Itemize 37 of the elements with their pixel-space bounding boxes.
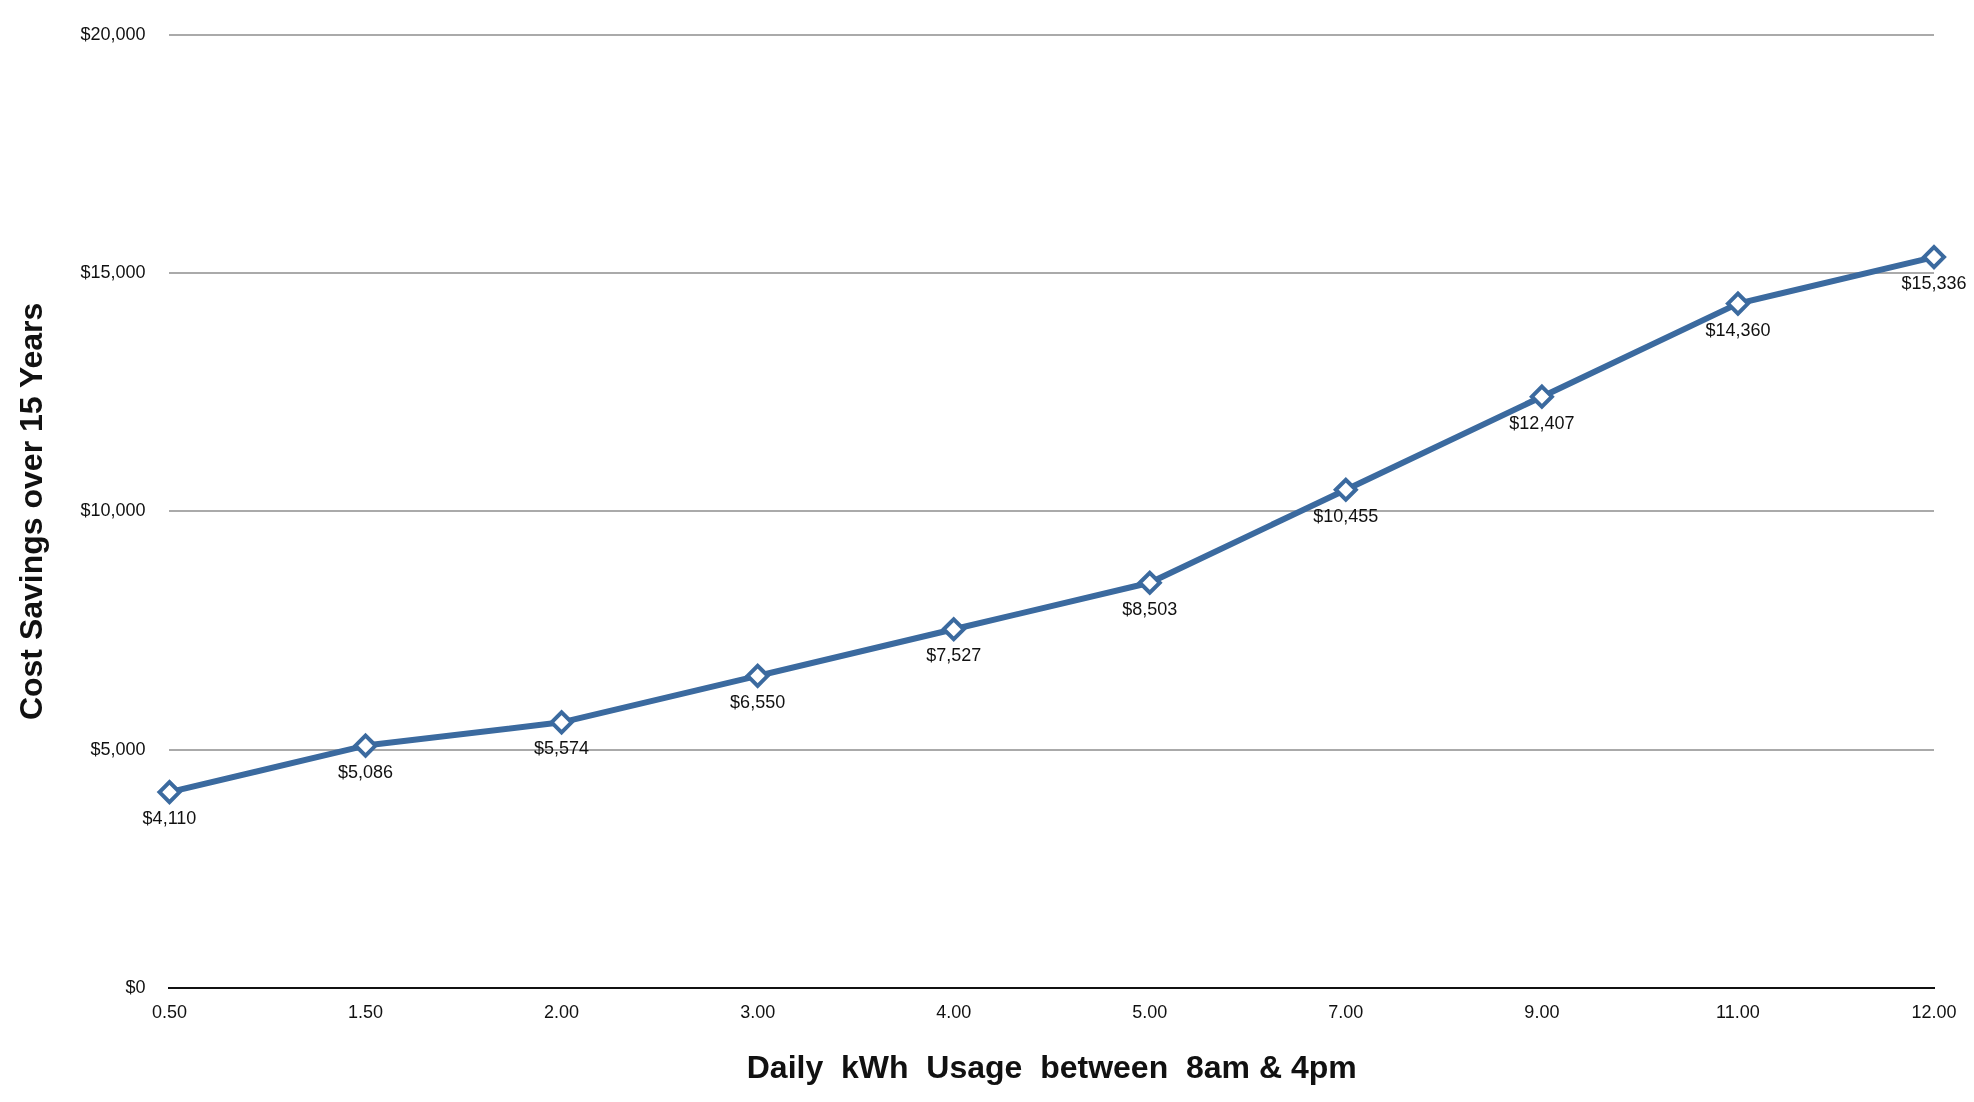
point: [1333, 477, 1358, 502]
data-label: $5,086: [337, 761, 394, 782]
data-label: $10,455: [1313, 505, 1379, 526]
x-tick-label: 3.00: [740, 1001, 776, 1022]
point: [745, 663, 770, 688]
y-tick-label: $0: [125, 976, 146, 997]
y-tick-label: $10,000: [80, 500, 146, 521]
data-label: $6,550: [730, 691, 786, 712]
point: [157, 780, 182, 805]
x-axis-title: Daily kWh Usage between 8am & 4pm: [746, 1048, 1357, 1085]
y-axis-title: Cost Savings over 15 Years: [13, 302, 50, 721]
data-label: $7,527: [926, 645, 982, 666]
point: [353, 733, 378, 758]
x-tick-label: 9.00: [1524, 1001, 1560, 1022]
data-label: $4,110: [142, 808, 197, 829]
point: [549, 710, 574, 735]
x-tick-label: 7.00: [1328, 1001, 1364, 1022]
data-label: $15,336: [1901, 273, 1967, 294]
x-tick-label: 1.50: [348, 1001, 384, 1022]
x-tick-label: 2.00: [544, 1001, 580, 1022]
point: [941, 617, 966, 642]
y-tick-label: $15,000: [80, 262, 146, 283]
point: [1725, 291, 1750, 316]
x-tick-label: 4.00: [936, 1001, 972, 1022]
x-tick-label: 12.00: [1911, 1001, 1957, 1022]
point: [1529, 384, 1554, 409]
x-tick-label: 5.00: [1132, 1001, 1168, 1022]
x-tick-label: 0.50: [151, 1001, 187, 1022]
point: [1922, 245, 1946, 270]
x-tick-label: 11.00: [1716, 1001, 1760, 1022]
data-label: $8,503: [1122, 598, 1178, 619]
point: [1137, 570, 1162, 595]
data-label: $5,574: [534, 738, 590, 759]
data-label: $14,360: [1705, 319, 1771, 340]
data-label: $12,407: [1509, 412, 1575, 433]
y-tick-label: $5,000: [90, 738, 146, 759]
y-tick-label: $20,000: [80, 23, 146, 44]
